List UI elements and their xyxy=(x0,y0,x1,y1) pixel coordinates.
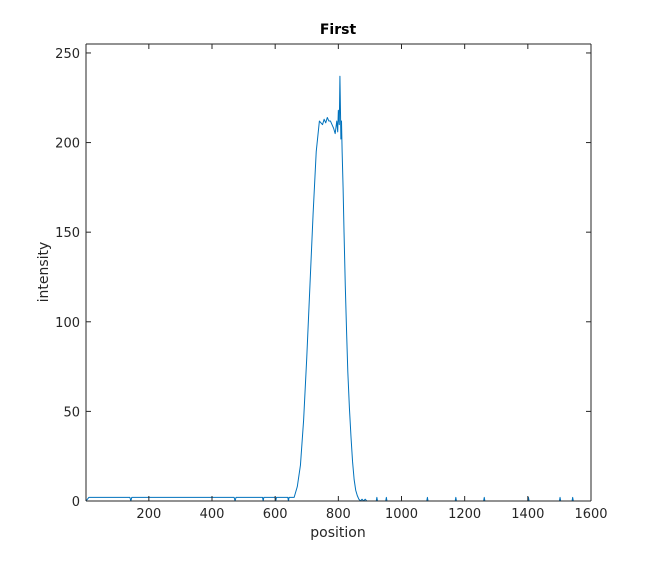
x-tick-label: 1200 xyxy=(448,507,481,522)
series-layer xyxy=(85,75,591,502)
x-axis-ticks: 200 400 600 800 1000 1200 1400 1600 xyxy=(136,44,608,522)
x-tick-label: 400 xyxy=(200,507,225,522)
y-tick-label: 150 xyxy=(55,226,80,241)
y-tick-label: 100 xyxy=(55,316,80,331)
x-axis-title: position xyxy=(310,525,365,541)
y-tick-label: 0 xyxy=(72,495,80,510)
chart-title: First xyxy=(320,22,357,38)
x-tick-label: 1400 xyxy=(511,507,544,522)
x-tick-label: 600 xyxy=(263,507,288,522)
y-tick-label: 250 xyxy=(55,47,80,62)
x-tick-label: 1600 xyxy=(574,507,607,522)
plot-area: 200 400 600 800 1000 1200 1400 1600 0 50 100 150 20… xyxy=(55,43,608,522)
y-axis-ticks: 0 50 100 150 200 250 xyxy=(55,47,591,510)
x-tick-label: 1000 xyxy=(385,507,418,522)
y-tick-label: 50 xyxy=(63,405,80,420)
y-tick-label: 200 xyxy=(55,137,80,152)
y-axis-title: intensity xyxy=(36,242,52,303)
x-tick-label: 200 xyxy=(136,507,161,522)
x-tick-label: 800 xyxy=(326,507,351,522)
series-line-0 xyxy=(85,75,591,502)
